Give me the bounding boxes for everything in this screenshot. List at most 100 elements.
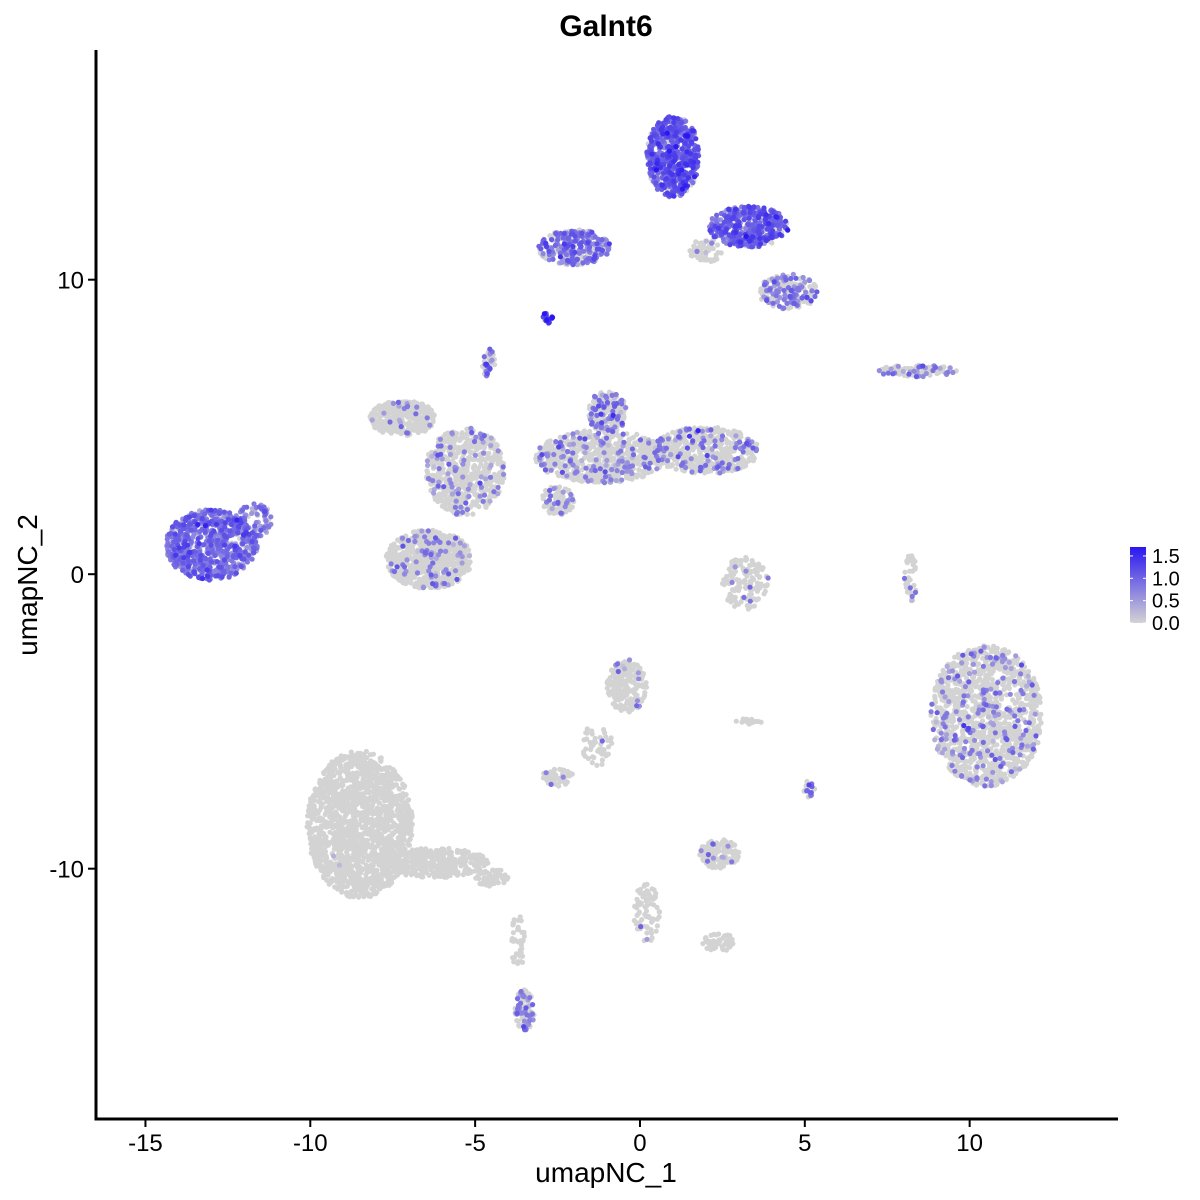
cell-point <box>370 863 376 869</box>
cell-point <box>343 795 349 801</box>
cell-point <box>587 451 593 457</box>
cell-point <box>432 864 438 870</box>
cell-point <box>318 802 324 808</box>
cell-point <box>367 828 373 834</box>
cell-point <box>388 880 394 887</box>
cell-point <box>627 436 634 442</box>
cell-point <box>353 853 359 859</box>
cell-point <box>375 780 381 786</box>
cell-point <box>344 800 350 806</box>
cell-point <box>430 854 436 860</box>
cell-point <box>445 867 451 873</box>
cell-point <box>359 811 365 817</box>
cell-point <box>337 849 343 856</box>
cell-point <box>402 848 408 854</box>
cell-point <box>330 831 336 837</box>
cell-point <box>305 824 311 830</box>
cell-point <box>400 580 407 586</box>
cell-point <box>363 862 369 869</box>
cell-point <box>516 1022 522 1028</box>
cell-point <box>464 558 470 564</box>
cell-point <box>409 847 416 853</box>
cell-point <box>357 758 363 764</box>
cell-point <box>373 883 379 889</box>
cell-point <box>380 426 386 432</box>
cell-point <box>483 880 489 887</box>
cell-point <box>348 855 354 861</box>
cell-point <box>455 474 461 480</box>
cell-point <box>420 424 426 430</box>
cell-point <box>467 473 473 479</box>
cell-point <box>366 775 372 781</box>
cell-point <box>514 1018 520 1024</box>
cell-point <box>413 425 419 431</box>
cell-point <box>309 804 315 810</box>
cell-point <box>403 870 409 876</box>
cell-point <box>473 471 479 477</box>
cell-point <box>391 541 397 547</box>
cell-point <box>458 863 464 869</box>
cell-point <box>358 818 364 824</box>
cell-point <box>318 867 324 873</box>
cell-point <box>489 876 495 882</box>
cell-point <box>350 773 357 780</box>
cell-point <box>460 850 466 856</box>
cell-point <box>499 479 505 485</box>
cell-point <box>464 436 471 442</box>
cell-point <box>452 863 458 869</box>
cell-point <box>475 853 481 859</box>
cell-point <box>554 490 560 496</box>
cell-point <box>391 864 397 870</box>
cell-point <box>398 844 404 850</box>
cell-point <box>346 864 352 870</box>
cell-point <box>725 429 731 435</box>
cell-point <box>472 491 478 497</box>
cell-point <box>438 561 444 567</box>
cell-point <box>378 767 384 773</box>
cell-point <box>481 857 487 863</box>
cell-point <box>384 882 390 888</box>
cell-point <box>751 455 757 461</box>
cell-point <box>489 455 495 461</box>
cell-point <box>416 865 422 872</box>
cell-point <box>368 868 374 874</box>
cell-point <box>343 857 349 863</box>
cell-point <box>517 914 523 920</box>
cell-point <box>370 751 376 757</box>
cell-point <box>318 826 324 832</box>
cell-point <box>520 937 526 943</box>
cell-point <box>460 432 466 438</box>
cell-point <box>445 558 452 564</box>
cell-point <box>406 797 412 803</box>
cell-point <box>464 468 470 474</box>
cell-point <box>473 447 479 453</box>
cell-point <box>360 783 366 790</box>
cell-point <box>407 565 413 571</box>
cell-point <box>388 790 394 797</box>
cell-point <box>405 842 412 848</box>
cell-point <box>318 782 324 788</box>
cell-point <box>360 841 366 847</box>
cell-point <box>331 811 337 817</box>
cell-point <box>305 820 311 826</box>
cell-point <box>350 845 356 852</box>
cell-point <box>309 836 315 842</box>
cell-point <box>592 449 598 455</box>
cell-point <box>541 504 547 510</box>
cell-point <box>447 506 453 512</box>
cell-point <box>414 847 421 853</box>
cell-point <box>377 856 383 862</box>
cell-point <box>438 872 444 878</box>
cell-point <box>587 428 593 434</box>
cell-point <box>540 493 546 499</box>
cell-point <box>322 811 328 818</box>
cell-point <box>363 760 369 766</box>
cell-point <box>375 792 381 798</box>
cell-point <box>400 820 406 826</box>
cell-point <box>332 786 338 792</box>
cell-point <box>349 893 355 899</box>
cell-point <box>454 872 460 878</box>
cell-point <box>380 822 386 828</box>
cell-point <box>363 819 369 826</box>
cell-point <box>377 837 383 843</box>
